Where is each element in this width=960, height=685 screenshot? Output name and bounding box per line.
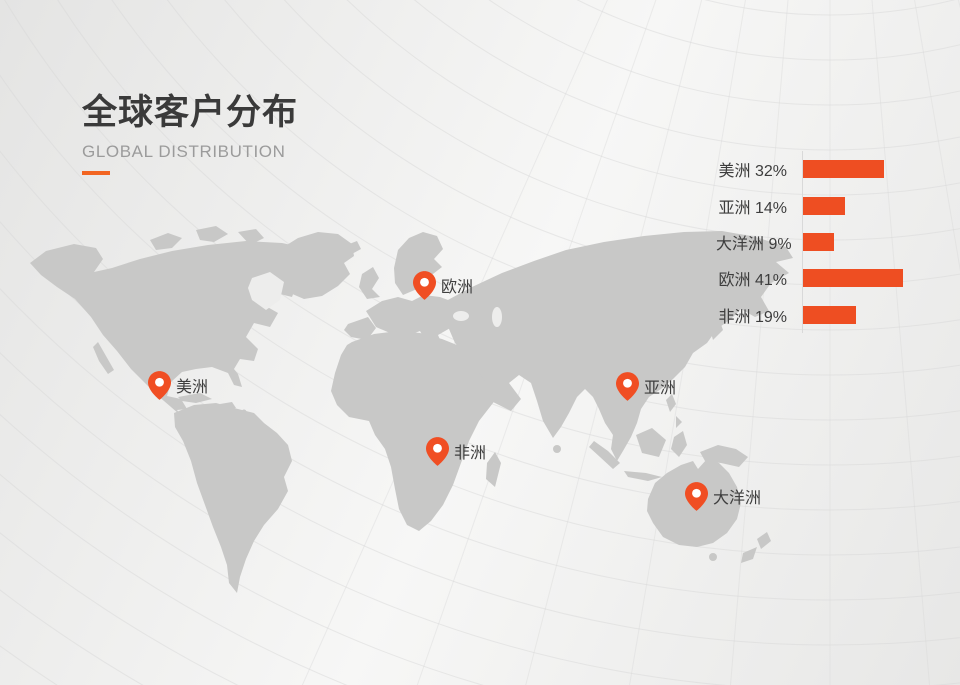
japan-south <box>709 319 723 340</box>
chart-bar-track <box>802 223 834 261</box>
map-pin-label: 大洋洲 <box>713 490 762 507</box>
location-pin-icon <box>615 372 639 401</box>
map-pin <box>147 371 171 400</box>
caspian-sea <box>492 307 502 327</box>
chart-bar <box>803 232 834 251</box>
chart-bar <box>803 160 884 179</box>
chart-label: 亚洲 14% <box>718 199 787 217</box>
caribbean-cuba <box>178 393 212 403</box>
chart-row: 非洲 19% <box>716 296 903 333</box>
chart-bar-track <box>802 260 903 297</box>
madagascar <box>486 452 501 487</box>
chart-row: 亚洲 14% <box>716 187 903 224</box>
location-pin-icon <box>412 271 436 300</box>
map-pin <box>425 437 449 466</box>
map-pin-label: 美洲 <box>176 379 209 396</box>
map-pin <box>615 372 639 401</box>
page-subtitle: GLOBAL DISTRIBUTION <box>82 142 286 161</box>
chart-row: 美洲 32% <box>716 151 903 188</box>
page-title: 全球客户分布 <box>82 93 299 132</box>
java <box>624 471 662 481</box>
chart-label: 大洋洲 9% <box>716 235 792 253</box>
hudson-bay <box>248 272 284 310</box>
british-isles <box>359 267 380 299</box>
chart-bar-track <box>802 187 845 224</box>
location-pin-icon <box>147 371 171 400</box>
sri-lanka <box>553 445 561 453</box>
continent-asia <box>446 231 793 461</box>
distribution-bar-chart: 美洲 32% 亚洲 14% 大洋洲 9% 欧洲 41% 非洲 19% <box>716 151 903 333</box>
iceland <box>344 241 361 255</box>
location-pin-icon <box>684 482 708 511</box>
map-pin-label: 亚洲 <box>644 380 677 397</box>
chart-bar-track <box>802 296 856 333</box>
borneo <box>636 428 666 457</box>
sulawesi <box>671 431 687 457</box>
continent-south-america <box>174 403 292 593</box>
chart-label: 非洲 19% <box>718 308 787 326</box>
location-pin-icon <box>425 437 449 466</box>
map-pin <box>684 482 708 511</box>
chart-row: 大洋洲 9% <box>716 223 903 261</box>
chart-row: 欧洲 41% <box>716 260 903 297</box>
arctic-island-1 <box>150 233 182 250</box>
philippines-south <box>676 416 682 428</box>
black-sea <box>453 311 469 321</box>
arctic-island-3 <box>238 229 264 245</box>
continent-africa <box>331 331 501 531</box>
chart-label: 美洲 32% <box>718 163 787 181</box>
chart-bar-track <box>802 151 884 188</box>
sumatra <box>589 441 620 469</box>
chart-bar <box>803 269 903 288</box>
continents <box>30 226 793 593</box>
japan-north <box>718 304 731 322</box>
arctic-island-2 <box>196 226 228 242</box>
map-pin-label: 欧洲 <box>441 279 474 296</box>
chart-bar <box>803 196 845 215</box>
map-pin-label: 非洲 <box>454 445 487 462</box>
tasmania <box>709 553 717 561</box>
baja-california <box>93 342 114 374</box>
new-zealand-south <box>741 547 757 563</box>
new-zealand-north <box>757 532 771 549</box>
accent-underline <box>82 171 110 175</box>
iberia <box>344 317 376 340</box>
philippines-north <box>666 394 676 412</box>
scandinavia <box>394 232 443 295</box>
map-pin <box>412 271 436 300</box>
slide-header: 全球客户分布 GLOBAL DISTRIBUTION <box>82 92 298 175</box>
chart-bar <box>803 305 856 324</box>
chart-label: 欧洲 41% <box>718 272 787 290</box>
